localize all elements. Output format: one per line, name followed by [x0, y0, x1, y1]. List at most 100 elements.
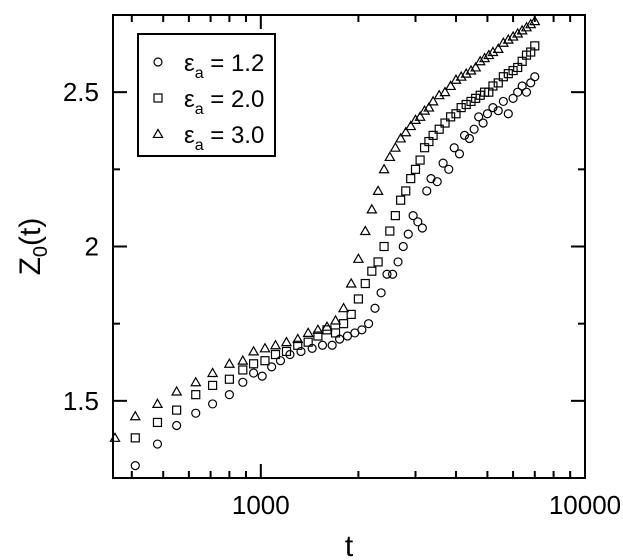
square-point — [379, 241, 389, 252]
circle-point — [393, 257, 403, 267]
circle-point — [275, 356, 286, 366]
square-point — [172, 405, 182, 415]
circle-point — [408, 211, 418, 221]
square-point — [338, 319, 349, 329]
y-label-subscript: 0 — [30, 246, 52, 257]
circle-point — [370, 303, 380, 313]
triangle-point — [366, 203, 378, 214]
triangle-point — [237, 354, 249, 365]
square-point — [385, 226, 395, 236]
triangle-point — [427, 95, 439, 106]
square-point — [434, 124, 444, 134]
legend-marker-triangle — [152, 128, 164, 139]
circle-point — [488, 102, 498, 113]
circle-point — [130, 461, 140, 471]
square-point — [367, 266, 377, 276]
legend-symbol: ε — [184, 86, 195, 113]
square-point — [396, 195, 406, 205]
circle-point — [438, 158, 448, 168]
triangle-point — [171, 385, 183, 396]
legend: εa = 1.2εa = 2.0εa = 3.0 — [137, 33, 276, 157]
triangle-point — [302, 327, 314, 337]
triangle-point — [292, 333, 304, 344]
circle-point — [530, 72, 540, 82]
y-axis-label: Z0(t) — [14, 218, 52, 276]
triangle-point — [400, 126, 412, 137]
triangle-point — [520, 21, 533, 32]
plot-frame — [112, 14, 586, 479]
circle-point — [296, 346, 306, 357]
square-point — [466, 96, 476, 107]
circle-point — [422, 186, 432, 196]
legend-symbol: ε — [184, 122, 195, 149]
triangle-point — [329, 314, 342, 325]
circle-point — [172, 420, 182, 431]
triangle-point — [450, 74, 462, 84]
triangle-point — [109, 432, 121, 442]
legend-value: = 2.0 — [204, 86, 265, 113]
circle-point — [191, 408, 201, 418]
circle-point — [469, 124, 479, 134]
y-tick-label: 2 — [85, 232, 99, 262]
triangle-point — [502, 33, 514, 44]
square-point — [270, 349, 281, 360]
circle-point — [248, 368, 259, 378]
square-point — [390, 211, 400, 221]
square-point — [207, 380, 218, 390]
triangle-point — [372, 185, 384, 195]
circle-point — [449, 143, 459, 153]
circle-point — [207, 399, 218, 409]
square-point — [446, 112, 456, 122]
triangle-point — [460, 67, 472, 78]
square-point — [461, 99, 471, 110]
triangle-point — [478, 52, 491, 63]
triangle-point — [312, 324, 324, 334]
circle-point — [417, 223, 427, 233]
circle-point — [478, 118, 488, 128]
y-tick-label: 1.5 — [63, 386, 99, 416]
triangle-point — [409, 114, 422, 124]
triangle-point — [444, 80, 457, 91]
data-points — [109, 15, 541, 471]
triangle-point — [378, 163, 390, 174]
triangle-point — [190, 376, 202, 387]
square-point — [224, 374, 234, 384]
triangle-point — [474, 55, 486, 66]
circle-point — [517, 81, 527, 91]
triangle-point — [280, 336, 293, 347]
triangle-point — [529, 15, 541, 26]
triangle-point — [497, 36, 509, 47]
triangle-point — [321, 320, 333, 331]
circle-point — [459, 130, 470, 140]
y-label-base: Z — [14, 257, 47, 275]
square-point — [303, 337, 313, 347]
triangle-point — [423, 101, 435, 112]
circle-point — [267, 362, 277, 372]
circle-point — [388, 269, 398, 279]
circle-point — [464, 133, 475, 144]
legend-entry-label: εa = 2.0 — [184, 86, 264, 118]
circle-point — [403, 229, 413, 239]
x-tick-label: 10000 — [549, 490, 621, 520]
triangle-point — [151, 398, 164, 408]
square-point — [401, 186, 411, 196]
circle-point — [521, 87, 532, 97]
square-point — [440, 118, 450, 128]
x-tick-label: 1000 — [232, 490, 290, 520]
triangle-point — [405, 120, 417, 131]
square-point — [410, 164, 421, 174]
circle-point — [526, 78, 536, 88]
square-point — [456, 102, 466, 113]
square-point — [238, 365, 248, 375]
triangle-point — [223, 357, 236, 368]
triangle-point — [269, 339, 282, 350]
triangle-point — [512, 27, 524, 38]
triangle-point — [507, 30, 519, 41]
square-point — [330, 328, 341, 338]
circle-point — [398, 241, 408, 252]
triangle-point — [516, 24, 528, 35]
triangle-point — [129, 410, 141, 421]
triangle-point — [345, 277, 357, 288]
circle-point — [327, 340, 337, 350]
